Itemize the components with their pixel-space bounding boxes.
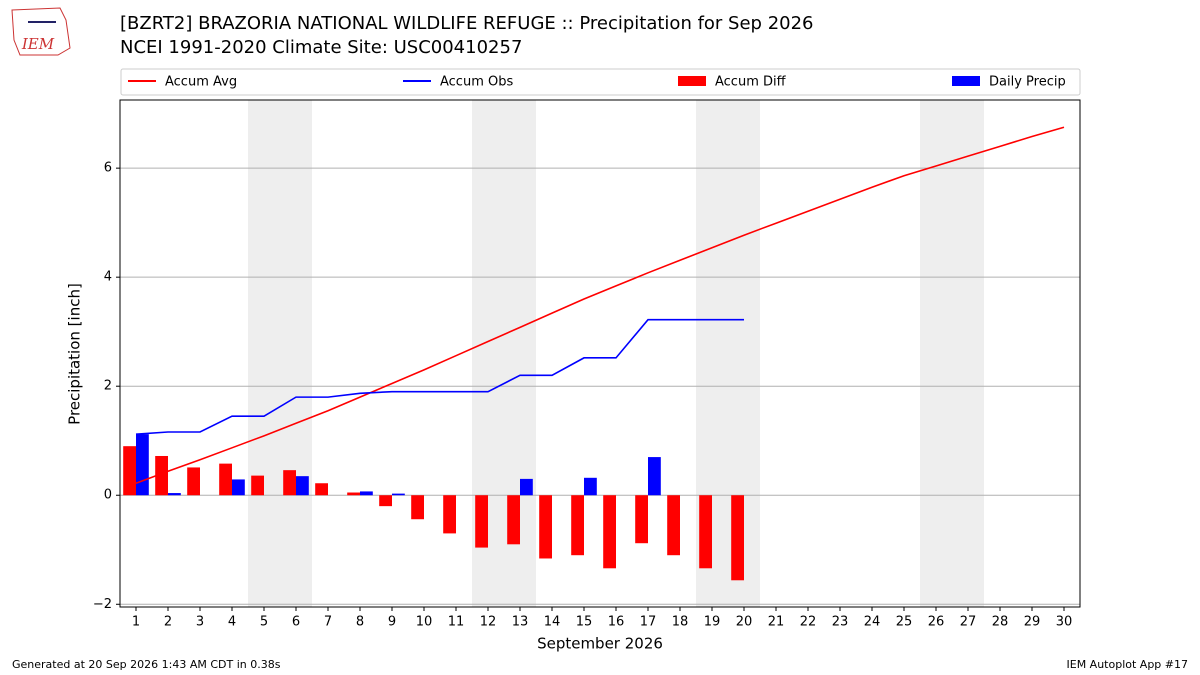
y-tick-label: 2 [104,379,112,394]
bar [232,479,245,496]
x-axis-label: September 2026 [537,635,663,653]
bar [699,495,712,569]
bar [584,477,597,496]
bar [347,492,360,496]
bar [507,495,520,545]
bar [379,495,392,507]
weekend [248,100,312,607]
x-tick-label: 14 [544,615,561,630]
legend-swatch [678,76,706,86]
y-tick-label: 0 [104,488,112,503]
logo-text: IEM [21,35,55,53]
chart-title: [BZRT2] BRAZORIA NATIONAL WILDLIFE REFUG… [120,13,814,34]
x-tick-label: 4 [228,615,236,630]
x-tick-label: 19 [704,615,721,630]
x-tick-label: 22 [800,615,817,630]
line [135,318,744,435]
bar [168,493,181,496]
x-tick-label: 15 [576,615,593,630]
x-tick-label: 8 [356,615,364,630]
bar [635,495,648,544]
bar [315,483,328,496]
bar [219,463,232,496]
y-axis-label: Precipitation [inch] [66,283,84,425]
bar [475,495,488,548]
bar [251,475,264,496]
logo: IEM [11,7,71,56]
x-tick-label: 13 [512,615,529,630]
x-tick-label: 16 [608,615,625,630]
weekend-shading [248,100,984,607]
line [135,126,1065,484]
x-tick-label: 23 [832,615,849,630]
bar [155,455,168,496]
x-tick-label: 12 [480,615,497,630]
footer-left: Generated at 20 Sep 2026 1:43 AM CDT in … [12,658,281,671]
x-tick-label: 5 [260,615,268,630]
bar [283,470,296,496]
bar [603,495,616,569]
bar [136,434,149,496]
x-tick-label: 18 [672,615,689,630]
x-tick-label: 10 [416,615,433,630]
x-tick-label: 30 [1056,615,1073,630]
legend-label: Accum Obs [440,75,513,90]
logo-outline [11,7,71,56]
x-tick-label: 7 [324,615,332,630]
y-tick-label: 4 [104,270,112,285]
x-tick-label: 27 [960,615,977,630]
x-tick-label: 20 [736,615,753,630]
bar [411,495,424,520]
bar [187,467,200,496]
bar [731,495,744,581]
x-tick-label: 11 [448,615,465,630]
x-tick-label: 21 [768,615,785,630]
legend-label: Daily Precip [989,75,1066,90]
bar [360,491,373,496]
x-tick-label: 9 [388,615,396,630]
legend-label: Accum Avg [165,75,237,90]
bar [123,446,136,496]
x-tick-label: 1 [132,615,140,630]
bar [648,457,661,496]
x-tick-label: 3 [196,615,204,630]
bar [392,493,405,496]
y-tick-label: 6 [104,161,112,176]
bar [520,478,533,496]
bar [443,495,456,534]
x-tick-label: 25 [896,615,913,630]
bar [571,495,584,556]
bar [667,495,680,556]
x-tick-label: 28 [992,615,1009,630]
weekend [920,100,984,607]
x-tick-label: 29 [1024,615,1041,630]
footer-right: IEM Autoplot App #17 [1067,658,1189,671]
plot-frame [119,99,1081,608]
x-tick-label: 6 [292,615,300,630]
legend-label: Accum Diff [715,75,787,90]
x-tick-label: 17 [640,615,657,630]
x-tick-label: 26 [928,615,945,630]
chart-subtitle: NCEI 1991-2020 Climate Site: USC00410257 [120,37,522,58]
x-tick-label: 24 [864,615,881,630]
y-tick-label: −2 [93,597,112,612]
x-tick-label: 2 [164,615,172,630]
bar [296,476,309,496]
bar [539,495,552,559]
legend-swatch [952,76,980,86]
legend-box [120,68,1081,96]
